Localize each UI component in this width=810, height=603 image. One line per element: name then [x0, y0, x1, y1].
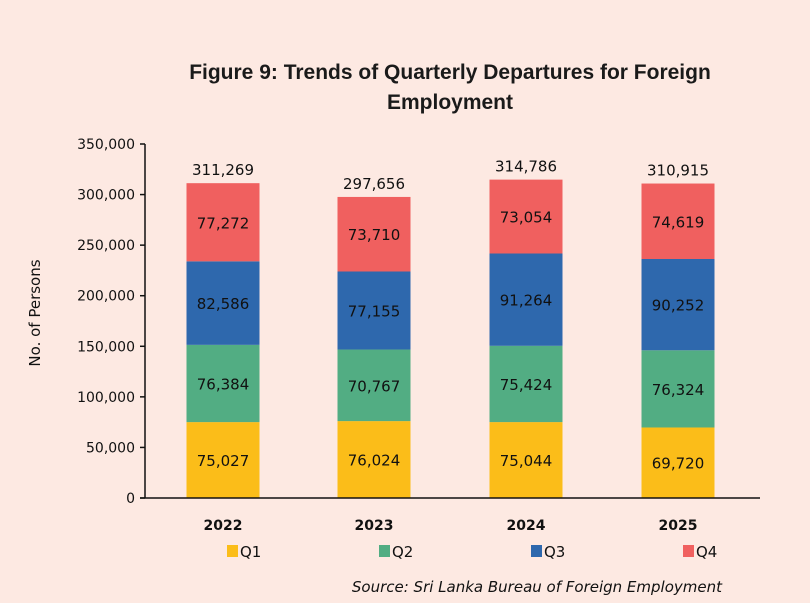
- data-label: 76,324: [652, 381, 705, 399]
- bar-segment-q4: [489, 179, 563, 254]
- total-label: 297,656: [343, 175, 405, 193]
- data-label: 77,272: [197, 214, 250, 232]
- y-tick-label: 300,000: [77, 188, 135, 204]
- data-label: 82,586: [197, 295, 250, 313]
- y-tick-label: 0: [126, 491, 135, 507]
- x-tick-label: 2023: [355, 518, 394, 534]
- data-label: 75,044: [500, 452, 553, 470]
- bar-segment-q1: [337, 421, 411, 498]
- data-label: 77,155: [348, 303, 401, 321]
- bar-segment-q2: [641, 350, 715, 428]
- legend-swatch-q2: [379, 545, 390, 557]
- bar-segment-q3: [641, 259, 715, 351]
- legend-label-q2: Q2: [392, 543, 413, 561]
- data-label: 76,384: [197, 375, 250, 393]
- data-label: 73,054: [500, 209, 553, 227]
- bar-segment-q4: [186, 183, 260, 262]
- legend-label-q1: Q1: [240, 543, 261, 561]
- bar-segment-q2: [186, 344, 260, 423]
- bar-segment-q3: [489, 253, 563, 346]
- source-note: Source: Sri Lanka Bureau of Foreign Empl…: [351, 578, 722, 596]
- data-label: 91,264: [500, 292, 553, 310]
- y-tick-label: 350,000: [77, 137, 135, 153]
- y-tick-label: 150,000: [77, 339, 135, 355]
- legend-swatch-q1: [227, 545, 238, 557]
- bar-segment-q2: [489, 345, 563, 423]
- legend-swatch-q4: [683, 545, 694, 557]
- y-axis-label: No. of Persons: [26, 259, 44, 366]
- bar-segment-q2: [337, 349, 411, 422]
- data-label: 75,027: [197, 452, 250, 470]
- data-label: 74,619: [652, 213, 705, 231]
- total-label: 311,269: [192, 161, 254, 179]
- data-label: 73,710: [348, 226, 401, 244]
- bar-segment-q1: [641, 427, 715, 498]
- total-label: 314,786: [495, 158, 557, 176]
- x-tick-label: 2022: [204, 518, 243, 534]
- bar-segment-q3: [337, 271, 411, 350]
- legend-label-q3: Q3: [544, 543, 565, 561]
- x-tick-label: 2024: [507, 518, 546, 534]
- bar-segment-q4: [641, 183, 715, 260]
- chart-title: Figure 9: Trends of Quarterly Departures…: [189, 61, 711, 114]
- y-axis: 0 50,000 100,000 150,000 200,000 250,000 300,0…: [77, 137, 146, 507]
- bar-segment-q1: [186, 422, 260, 498]
- x-axis: 2022 2023 2024 2025: [140, 497, 760, 534]
- y-tick-label: 200,000: [77, 289, 135, 305]
- total-label: 310,915: [647, 162, 709, 180]
- bar-segment-q1: [489, 422, 563, 498]
- data-label: 76,024: [348, 452, 401, 470]
- y-tick-label: 50,000: [86, 440, 135, 456]
- x-tick-label: 2025: [659, 518, 698, 534]
- legend: Q1 Q2 Q3 Q4: [227, 543, 717, 561]
- bar-segment-q4: [337, 196, 411, 272]
- y-tick-label: 100,000: [77, 390, 135, 406]
- legend-swatch-q3: [531, 545, 542, 557]
- data-label: 90,252: [652, 297, 705, 315]
- data-label: 70,767: [348, 377, 401, 395]
- data-label: 75,424: [500, 376, 553, 394]
- bar-segment-q3: [186, 261, 260, 345]
- y-tick-label: 250,000: [77, 238, 135, 254]
- bars: 75,027 76,384 82,586 77,272 311,269 76,024 70,…: [186, 158, 715, 498]
- legend-label-q4: Q4: [696, 543, 717, 561]
- data-label: 69,720: [652, 455, 705, 473]
